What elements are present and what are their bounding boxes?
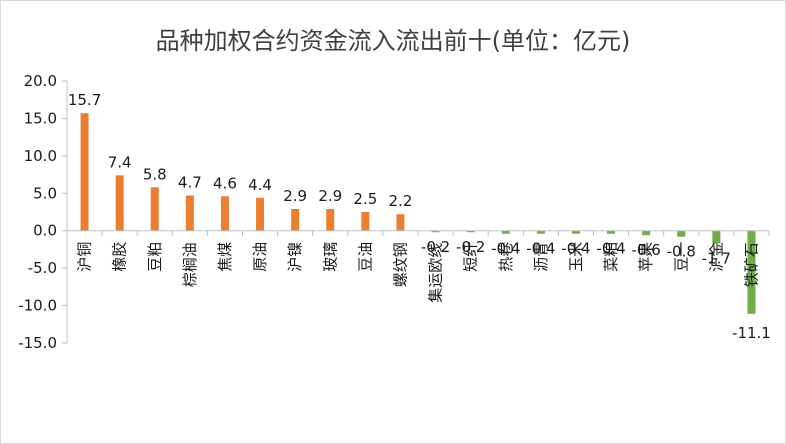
- data-label: 5.8: [143, 165, 167, 183]
- y-tick-label: 20.0: [24, 72, 57, 90]
- y-tick-label: -5.0: [28, 259, 57, 277]
- y-axis: 20.0 15.0 10.0 5.0 0.0 -5.0 -10.0 -15.0: [18, 72, 68, 352]
- category-label: 豆油: [356, 242, 374, 272]
- data-label: 2.2: [389, 192, 413, 210]
- data-label: 2.9: [283, 187, 307, 205]
- category-label: 棕榈油: [181, 242, 199, 287]
- category-label: 沪镍: [286, 242, 304, 272]
- bars-group: [80, 113, 756, 314]
- data-label: -0.4: [491, 240, 520, 258]
- data-label: -0.6: [632, 241, 661, 259]
- category-label: 玻璃: [321, 242, 339, 272]
- data-label: -0.8: [667, 243, 696, 261]
- data-label: -0.4: [561, 240, 590, 258]
- bar-玉米: [571, 230, 580, 234]
- bar-苹果: [642, 230, 651, 236]
- y-tick-label: 10.0: [24, 147, 57, 165]
- bar-玻璃: [326, 209, 335, 231]
- bar-螺纹钢: [396, 214, 405, 231]
- category-label: 豆粕: [146, 242, 164, 272]
- bar-短纤: [466, 230, 475, 233]
- category-label: 铁矿石: [742, 242, 760, 287]
- data-labels-group: 15.77.45.8 4.7 4.6 4.42.9 2.9 2.5 2.2-0.2 -0.2-…: [68, 91, 771, 342]
- bar-沪金: [712, 230, 721, 244]
- category-label: 玉米: [567, 242, 585, 272]
- bar-豆一: [677, 230, 686, 237]
- category-label: 苹果: [637, 242, 655, 272]
- data-label: -0.2: [456, 238, 485, 256]
- category-label: 菜粕: [602, 242, 620, 272]
- category-label: 集运欧线: [427, 243, 445, 303]
- y-tick-label: 5.0: [33, 184, 57, 202]
- bar-铁矿石: [747, 230, 756, 314]
- bar-豆油: [361, 212, 370, 231]
- category-label: 豆一: [672, 242, 690, 272]
- data-label: -0.4: [596, 240, 625, 258]
- y-tick-label: -15.0: [18, 334, 57, 352]
- category-labels-group: 沪铜 橡胶 豆粕 棕榈油 焦煤 原油 沪镍 玻璃 豆油 螺纹钢 集运欧线 短纤 热卷 沥青 玉米 菜粕 苹果 豆一…: [76, 242, 761, 303]
- bar-沥青: [536, 230, 545, 234]
- data-label: 4.6: [213, 174, 237, 192]
- bar-橡胶: [115, 175, 124, 231]
- bar-焦煤: [220, 196, 229, 231]
- bar-集运欧线: [431, 230, 440, 233]
- bar-棕榈油: [185, 195, 194, 231]
- data-label: 4.7: [178, 174, 202, 192]
- bar-沪铜: [80, 113, 89, 231]
- data-label: 4.4: [248, 176, 272, 194]
- bar-热卷: [501, 230, 510, 234]
- bar-原油: [256, 197, 265, 231]
- category-label: 橡胶: [111, 242, 129, 272]
- data-label: -0.2: [421, 238, 450, 256]
- bar-沪镍: [291, 209, 300, 231]
- data-label: 7.4: [108, 153, 132, 171]
- y-tick-label: -10.0: [18, 297, 57, 315]
- category-label: 热卷: [497, 242, 515, 272]
- y-tick-label: 0.0: [33, 222, 57, 240]
- data-label: 15.7: [68, 91, 101, 109]
- category-label: 焦煤: [216, 242, 234, 272]
- category-label: 沪金: [707, 242, 725, 272]
- data-label: -1.7: [702, 249, 731, 267]
- category-label: 沪铜: [76, 242, 94, 272]
- data-label: -0.4: [526, 240, 555, 258]
- category-label: 短纤: [462, 242, 480, 272]
- category-label: 原油: [251, 242, 269, 272]
- data-label: -11.1: [732, 324, 771, 342]
- bar-豆粕: [150, 187, 159, 231]
- y-tick-label: 15.0: [24, 109, 57, 127]
- data-label: 2.5: [353, 190, 377, 208]
- category-label: 沥青: [532, 242, 550, 272]
- bar-菜粕: [607, 230, 616, 234]
- x-axis: [66, 230, 770, 236]
- chart-title: 品种加权合约资金流入流出前十(单位：亿元): [156, 27, 631, 55]
- data-label: 2.9: [318, 187, 342, 205]
- category-label: 螺纹钢: [391, 242, 409, 287]
